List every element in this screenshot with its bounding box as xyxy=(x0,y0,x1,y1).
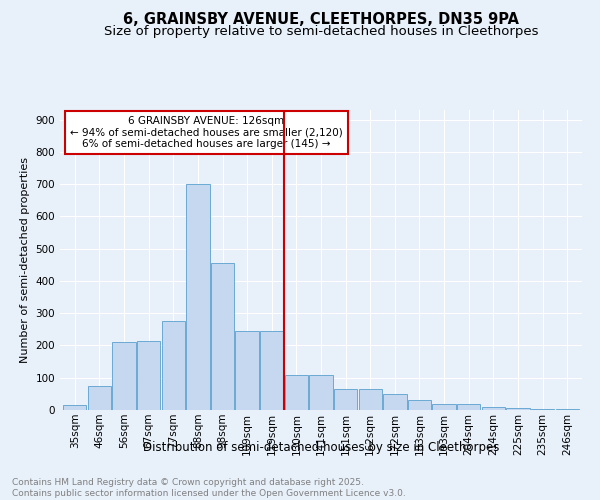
Bar xyxy=(161,322,185,410)
Bar xyxy=(482,407,505,410)
Bar xyxy=(310,374,332,410)
Bar xyxy=(457,404,481,410)
Text: Distribution of semi-detached houses by size in Cleethorpes: Distribution of semi-detached houses by … xyxy=(143,441,499,454)
Bar xyxy=(88,386,111,410)
Bar xyxy=(433,404,456,410)
Bar xyxy=(63,405,86,410)
Text: Contains HM Land Registry data © Crown copyright and database right 2025.
Contai: Contains HM Land Registry data © Crown c… xyxy=(12,478,406,498)
Bar xyxy=(260,331,283,410)
Bar xyxy=(506,408,530,410)
Y-axis label: Number of semi-detached properties: Number of semi-detached properties xyxy=(20,157,30,363)
Bar xyxy=(334,389,358,410)
Bar xyxy=(211,263,234,410)
Bar xyxy=(235,331,259,410)
Bar xyxy=(137,340,160,410)
Bar xyxy=(383,394,407,410)
Bar xyxy=(408,400,431,410)
Text: 6 GRAINSBY AVENUE: 126sqm
← 94% of semi-detached houses are smaller (2,120)
6% o: 6 GRAINSBY AVENUE: 126sqm ← 94% of semi-… xyxy=(70,116,343,149)
Text: 6, GRAINSBY AVENUE, CLEETHORPES, DN35 9PA: 6, GRAINSBY AVENUE, CLEETHORPES, DN35 9P… xyxy=(123,12,519,28)
Text: Size of property relative to semi-detached houses in Cleethorpes: Size of property relative to semi-detach… xyxy=(104,25,538,38)
Bar xyxy=(359,389,382,410)
Bar xyxy=(186,184,209,410)
Bar xyxy=(284,374,308,410)
Bar xyxy=(531,409,554,410)
Bar xyxy=(112,342,136,410)
